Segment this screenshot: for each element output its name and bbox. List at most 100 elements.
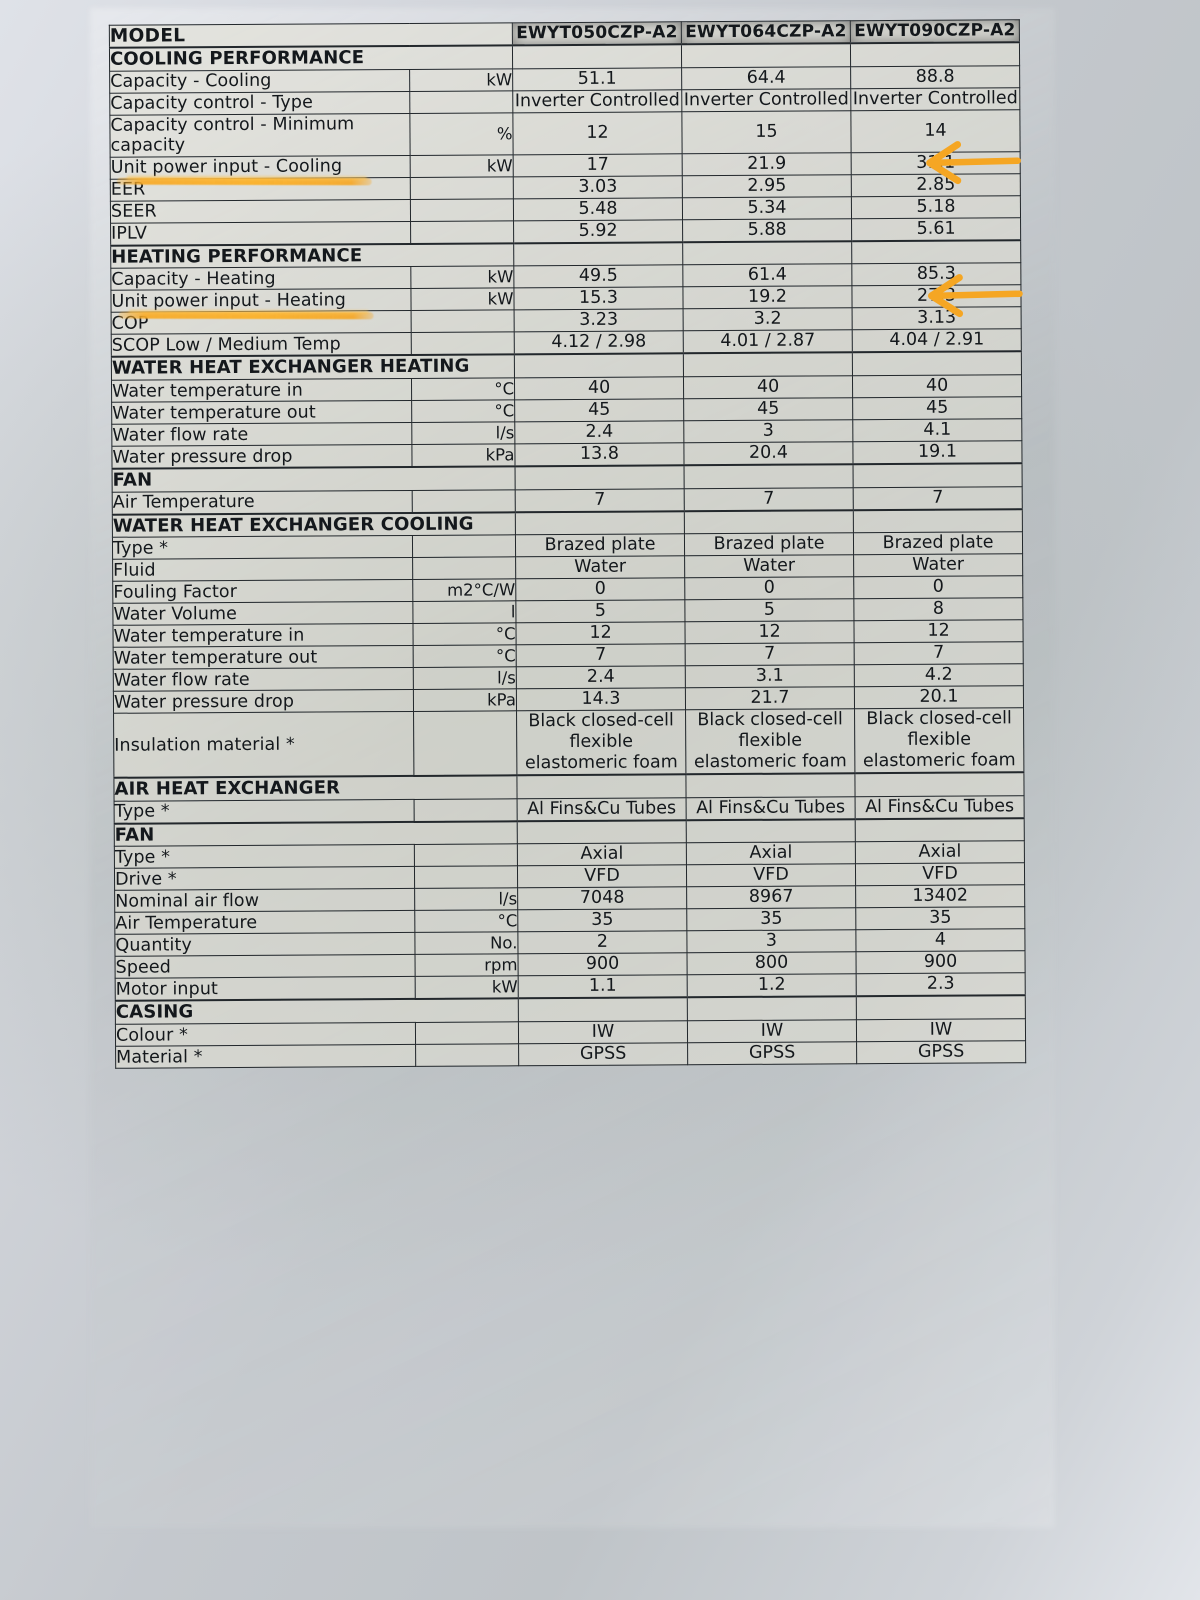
model-name-header-2: EWYT064CZP-A2 — [681, 20, 851, 45]
section-header-spacer — [682, 241, 852, 266]
row-value-1: 35 — [517, 909, 687, 933]
section-header-spacer — [517, 820, 687, 845]
row-value-1: 1.1 — [518, 975, 688, 999]
row-value-2: 35 — [686, 908, 856, 932]
section-header-spacer — [516, 774, 687, 799]
row-label: Insulation material * — [113, 711, 414, 779]
row-unit — [414, 866, 518, 889]
row-unit — [411, 332, 515, 356]
section-header-spacer — [518, 997, 688, 1022]
row-value-3: VFD — [855, 863, 1025, 887]
row-value-2: 800 — [687, 952, 857, 976]
row-value-3: 900 — [856, 951, 1026, 975]
row-unit: l/s — [411, 421, 515, 445]
row-value-1: 3.23 — [514, 309, 684, 333]
row-value-3: Al Fins&Cu Tubes — [855, 795, 1025, 820]
section-header-spacer — [854, 772, 1025, 797]
row-unit — [413, 711, 517, 777]
row-unit: kW — [410, 266, 514, 289]
row-label: EER — [110, 177, 411, 202]
row-label: Capacity control - Minimum capacity — [109, 113, 411, 158]
row-value-1: 17 — [513, 153, 683, 177]
row-value-3: 4.04 / 2.91 — [852, 329, 1022, 353]
model-name-header-3: EWYT090CZP-A2 — [850, 19, 1020, 44]
section-header-spacer — [683, 352, 853, 377]
row-label: Material * — [115, 1044, 416, 1069]
row-value-3: 4.1 — [852, 418, 1022, 442]
row-unit — [410, 176, 514, 200]
row-value-2: 7 — [684, 487, 854, 511]
section-title: WATER HEAT EXCHANGER HEATING — [111, 354, 515, 381]
row-label: Air Temperature — [112, 490, 413, 515]
row-value-1: 7 — [515, 488, 685, 512]
row-unit: kPa — [411, 443, 516, 468]
section-title: FAN — [112, 466, 516, 492]
row-label: Water Volume — [112, 601, 413, 626]
row-value-2: 2.95 — [682, 174, 852, 198]
row-value-3: 2.3 — [856, 973, 1026, 997]
row-label: Type * — [112, 535, 413, 560]
section-title: COOLING PERFORMANCE — [109, 45, 513, 71]
row-label: Fouling Factor — [112, 579, 413, 604]
specification-table: MODEL EWYT050CZP-A2 EWYT064CZP-A2 EWYT090CZ… — [109, 19, 1026, 1069]
row-label: Capacity - Heating — [110, 266, 411, 291]
row-value-1: 0 — [515, 578, 685, 602]
section-header-spacer — [685, 773, 856, 798]
row-label: IPLV — [110, 221, 411, 246]
row-value-1: 45 — [514, 398, 684, 422]
row-unit: °C — [411, 399, 515, 423]
section-header-spacer — [853, 463, 1023, 488]
row-unit — [415, 1043, 519, 1067]
row-value-2: Water — [684, 554, 854, 579]
row-value-1: Al Fins&Cu Tubes — [517, 797, 687, 822]
row-unit: °C — [413, 645, 517, 668]
row-unit: rpm — [415, 954, 519, 977]
row-value-3: 5.61 — [851, 217, 1021, 242]
row-value-2: 5 — [684, 598, 854, 623]
row-value-2: Inverter Controlled — [681, 88, 851, 112]
row-value-1: 13.8 — [514, 442, 685, 467]
row-value-2: 20.4 — [683, 441, 854, 466]
row-unit — [414, 798, 518, 822]
row-value-3: 4.2 — [854, 663, 1024, 687]
section-header-spacer — [852, 351, 1022, 376]
row-value-2: 3 — [686, 930, 857, 954]
row-value-3: 3.13 — [852, 307, 1022, 331]
row-value-2: 61.4 — [682, 264, 852, 288]
row-unit — [412, 489, 516, 513]
row-value-2: 21.7 — [685, 686, 855, 711]
section-header-spacer — [513, 242, 683, 267]
section-header-spacer — [687, 996, 857, 1021]
row-unit: % — [409, 112, 514, 156]
row-unit: kW — [409, 68, 513, 92]
row-value-2: Al Fins&Cu Tubes — [686, 796, 856, 821]
row-label: Water pressure drop — [113, 689, 414, 714]
row-label: Type * — [114, 799, 415, 824]
row-unit: l/s — [414, 888, 518, 911]
row-value-2: 3 — [683, 419, 853, 443]
row-label: SEER — [110, 199, 411, 224]
row-value-1: Water — [515, 556, 685, 580]
row-value-1: 7 — [516, 644, 686, 668]
row-value-2: 4.01 / 2.87 — [683, 330, 853, 354]
row-label: Air Temperature — [114, 910, 415, 935]
row-value-2: 21.9 — [682, 152, 852, 176]
section-header-spacer — [850, 42, 1020, 67]
row-value-3: Inverter Controlled — [850, 87, 1020, 111]
row-unit — [415, 1021, 519, 1045]
row-unit: °C — [414, 910, 518, 933]
section-header-spacer — [681, 43, 851, 68]
row-unit — [410, 198, 514, 222]
section-title: AIR HEAT EXCHANGER — [113, 775, 518, 802]
section-title: HEATING PERFORMANCE — [110, 243, 514, 269]
row-value-3: 0 — [853, 575, 1023, 599]
row-label: Quantity — [114, 932, 416, 957]
row-value-2: 19.2 — [682, 286, 853, 310]
row-value-2: 1.2 — [687, 974, 857, 998]
row-value-3: 12 — [853, 619, 1024, 643]
row-value-1: 5 — [515, 600, 685, 624]
section-title: CASING — [115, 998, 519, 1025]
row-value-2: VFD — [686, 864, 856, 888]
row-value-3: 31.1 — [851, 151, 1021, 175]
row-unit — [410, 220, 514, 244]
